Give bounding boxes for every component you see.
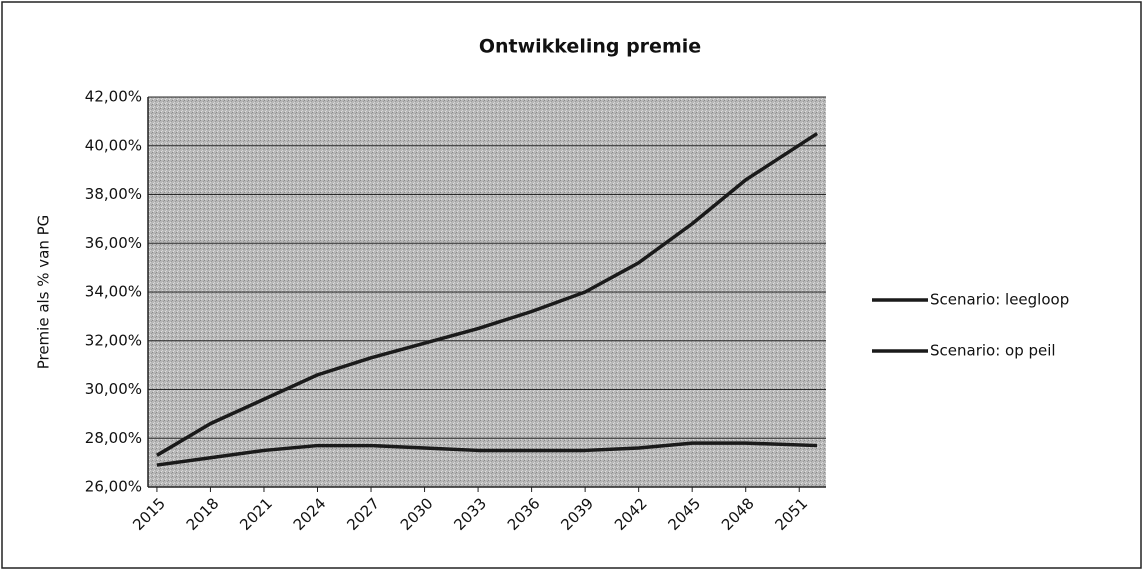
legend-label: Scenario: op peil: [930, 342, 1056, 360]
y-tick-label: 42,00%: [85, 88, 142, 106]
y-tick-label: 36,00%: [85, 234, 142, 252]
y-tick-label: 28,00%: [85, 429, 142, 447]
chart-title: Ontwikkeling premie: [479, 36, 701, 58]
line-series: [156, 132, 819, 457]
y-axis-label: Premie als % van PG: [35, 215, 53, 370]
line-series: [156, 441, 818, 467]
y-tick-label: 40,00%: [85, 136, 142, 154]
y-tick-label: 38,00%: [85, 185, 142, 203]
legend-label: Scenario: leegloop: [930, 291, 1069, 309]
y-tick-label: 26,00%: [85, 478, 142, 496]
y-tick-label: 30,00%: [85, 380, 142, 398]
y-tick-label: 34,00%: [85, 283, 142, 301]
y-tick-label: 32,00%: [85, 331, 142, 349]
